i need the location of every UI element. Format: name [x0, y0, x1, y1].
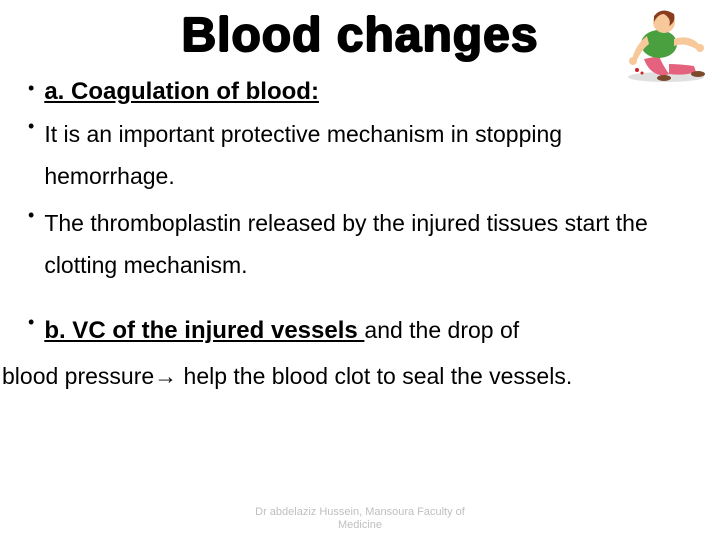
bullet-a-heading: • a. Coagulation of blood: [28, 75, 692, 109]
bullet-marker: • [28, 113, 34, 140]
slide-title: Blood changes [0, 0, 720, 63]
bullet-b: • b. VC of the injured vessels and the d… [28, 309, 692, 352]
section-a-text1: It is an important protective mechanism … [44, 113, 692, 198]
bullet-marker: • [28, 309, 34, 336]
section-b-heading: b. VC of the injured vessels [44, 317, 364, 344]
bullet-marker: • [28, 202, 34, 229]
footer-line1: Dr abdelaziz Hussein, Mansoura Faculty o… [0, 506, 720, 519]
bullet-marker: • [28, 75, 34, 102]
bullet-a-text2: • The thromboplastin released by the inj… [28, 202, 692, 287]
bullet-b-line2: blood pressure→ help the blood clot to s… [28, 356, 692, 397]
bullet-a-text1: • It is an important protective mechanis… [28, 113, 692, 198]
section-b-tail: and the drop of [364, 317, 519, 343]
slide-content: • a. Coagulation of blood: • It is an im… [0, 63, 720, 397]
section-a-text2: The thromboplastin released by the injur… [44, 202, 692, 287]
footer-line2: Medicine [0, 519, 720, 532]
section-a-heading: a. Coagulation of blood: [44, 75, 319, 109]
section-b-line2: blood pressure→ help the blood clot to s… [2, 356, 572, 397]
corner-illustration [614, 4, 714, 84]
slide-footer: Dr abdelaziz Hussein, Mansoura Faculty o… [0, 506, 720, 532]
section-b-line: b. VC of the injured vessels and the dro… [44, 309, 519, 352]
